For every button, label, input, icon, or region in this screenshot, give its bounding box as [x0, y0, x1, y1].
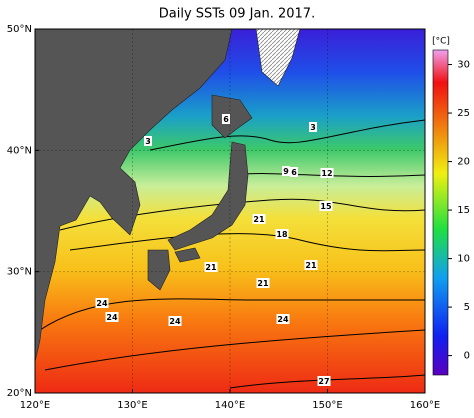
contour-label: 6	[291, 168, 297, 177]
x-tick-label: 160°E	[410, 400, 440, 411]
contour-label: 3	[145, 137, 151, 146]
contour-label: 18	[276, 230, 288, 239]
contour-label: 3	[310, 123, 316, 132]
contour-label-box	[319, 201, 333, 211]
contour-label: 15	[320, 202, 332, 211]
title: Daily SSTs 09 Jan. 2017.	[159, 7, 315, 22]
contour-label: 24	[96, 299, 108, 308]
colorbar-tick-label: 15	[457, 205, 470, 216]
contour-label: 9	[283, 167, 289, 176]
contour-label-box	[276, 314, 290, 324]
x-tick-label: 120°E	[20, 400, 50, 411]
y-tick-label: 50°N	[7, 24, 32, 35]
land	[34, 28, 253, 363]
contour-label: 24	[106, 313, 118, 322]
y-tick-label: 20°N	[7, 388, 32, 399]
contour-label-box	[204, 262, 218, 272]
contour-label-box	[95, 298, 109, 308]
colorbar-tick-label: 30	[457, 60, 470, 71]
y-tick-label: 40°N	[7, 145, 32, 156]
colorbar-tick-label: 0	[464, 351, 470, 362]
x-tick-label: 140°E	[215, 400, 245, 411]
x-tick-label: 150°E	[312, 400, 342, 411]
colorbar-tick-label: 20	[457, 157, 470, 168]
contour-label: 21	[305, 261, 317, 270]
contour-label-box	[309, 122, 317, 132]
contour-label-box	[144, 136, 152, 146]
contour-label-box	[317, 376, 331, 386]
contour-label: 27	[318, 377, 329, 386]
contour-label-box	[304, 260, 318, 270]
contour-label: 24	[277, 315, 289, 324]
contour-label-box	[168, 316, 182, 326]
contour-label: 21	[253, 215, 265, 224]
contour-label: 12	[321, 169, 332, 178]
x-tick-label: 130°E	[117, 400, 147, 411]
colorbar-tick-label: 10	[457, 254, 470, 265]
contour-label-box	[105, 312, 119, 322]
contour-label-box	[320, 168, 334, 178]
y-tick-label: 30°N	[7, 267, 32, 278]
colorbar-unit: [°C]	[432, 37, 450, 47]
contour-label-box	[252, 214, 266, 224]
contour-label-box	[290, 167, 298, 177]
colorbar-tick-label: 25	[457, 108, 470, 119]
contour-label-box	[282, 166, 290, 176]
contour-label: 21	[205, 263, 217, 272]
contour-label: 6	[223, 115, 229, 124]
colorbar	[432, 49, 449, 376]
contour-label: 21	[257, 279, 269, 288]
contour-label-box	[222, 114, 230, 124]
contour-label-box	[275, 229, 289, 239]
contour-label: 24	[169, 317, 181, 326]
colorbar-tick-label: 5	[464, 302, 470, 313]
contour-label-box	[256, 278, 270, 288]
